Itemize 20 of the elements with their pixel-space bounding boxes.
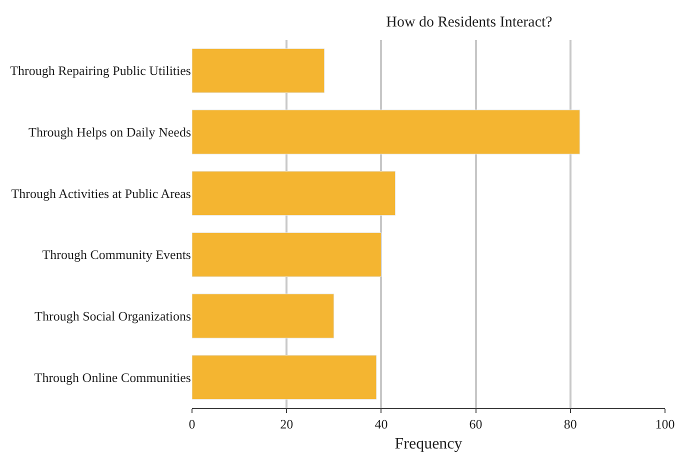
bar (192, 171, 396, 216)
x-tick-label: 80 (564, 416, 577, 432)
bar (192, 294, 334, 338)
x-tick-label: 0 (188, 416, 196, 432)
x-tick-label: 60 (469, 416, 482, 432)
y-tick-label: Through Social Organizations (34, 308, 191, 324)
y-tick-label: Through Online Communities (34, 370, 191, 385)
x-tick-label: 40 (374, 416, 388, 432)
bar (192, 232, 382, 277)
x-tick-label: 100 (655, 416, 675, 432)
bar (192, 110, 580, 154)
y-tick-label: Through Community Events (42, 247, 191, 262)
bar (192, 355, 377, 400)
y-tick-label: Through Repairing Public Utilities (10, 63, 191, 78)
x-tick-label: 20 (280, 416, 294, 432)
y-tick-label: Through Activities at Public Areas (11, 186, 191, 201)
chart-title: How do Residents Interact? (386, 14, 553, 31)
bar (192, 48, 325, 93)
y-tick-label: Through Helps on Daily Needs (28, 124, 191, 140)
x-axis-title: Frequency (394, 435, 462, 452)
